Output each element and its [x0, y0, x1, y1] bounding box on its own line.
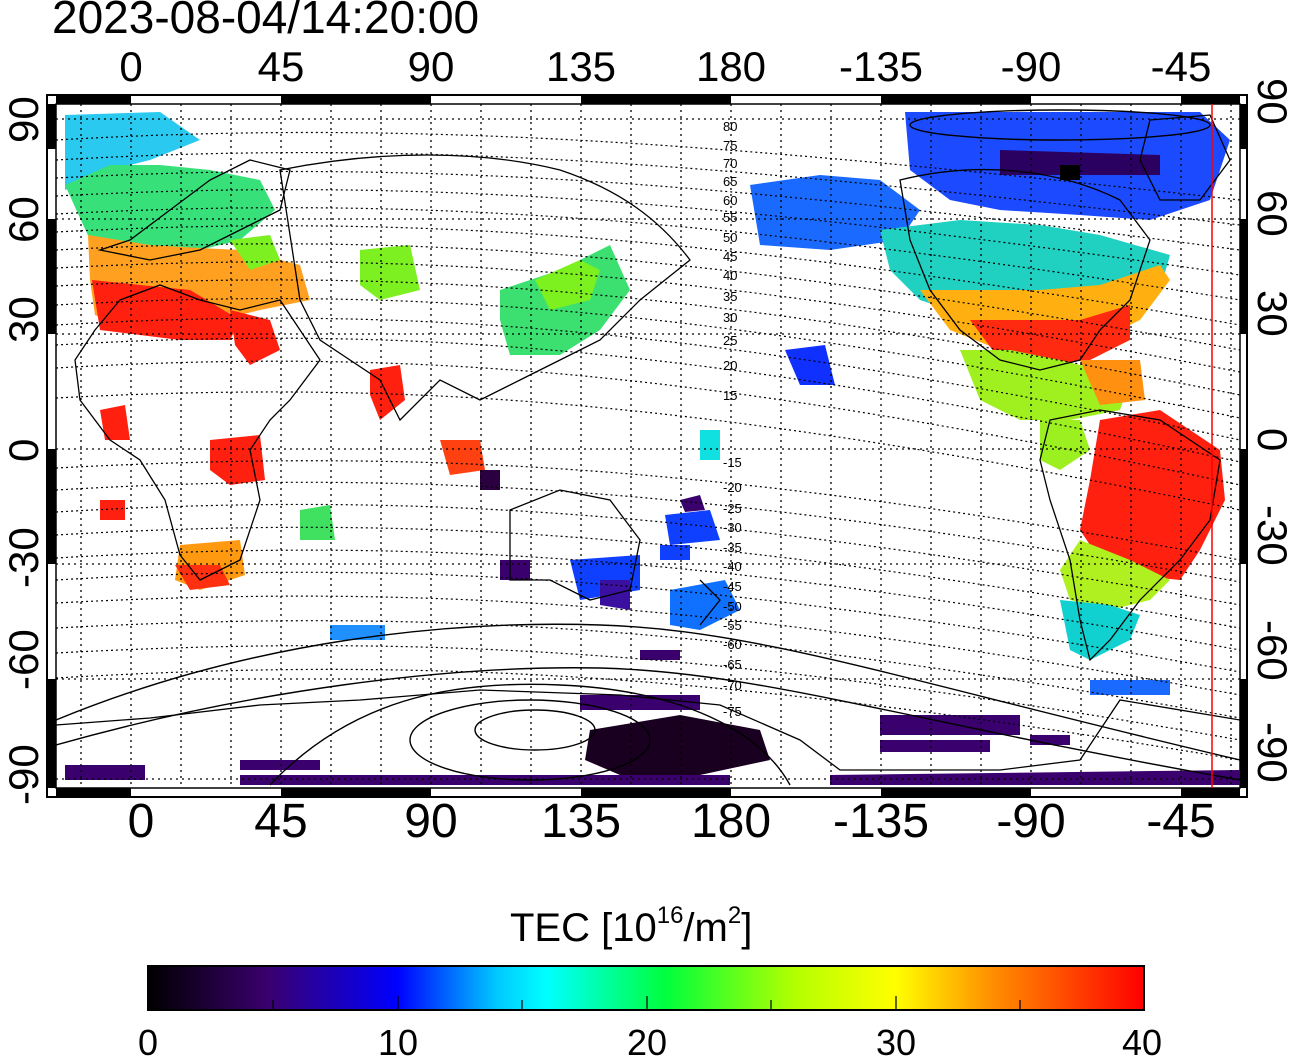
mlat-label: -50 [723, 599, 742, 614]
bottom-lon-label: -135 [832, 795, 930, 848]
mlat-label: -35 [723, 540, 742, 555]
mlat-label: 30 [723, 310, 737, 325]
mlat-label: 25 [723, 333, 737, 348]
top-lon-label: 180 [695, 43, 767, 90]
map-timestamp-title: 2023-08-04/14:20:00 [52, 0, 480, 43]
mlat-label: -25 [723, 501, 742, 516]
top-lon-label: -135 [838, 43, 924, 90]
map-inner-frame [55, 103, 1241, 789]
colorbar-title-unit-exponent: 2 [727, 902, 742, 929]
left-lat-label: 60 [0, 196, 47, 243]
right-lat-label: 90 [1249, 78, 1294, 125]
bottom-lon-label: 45 [254, 795, 308, 848]
mlat-label: -45 [723, 579, 742, 594]
colorbar-ticks [272, 996, 1021, 1010]
colorbar-title: TEC [1016/m2] [510, 902, 753, 951]
right-lat-label: 0 [1249, 428, 1294, 452]
mlat-label: 65 [723, 174, 737, 189]
colorbar-title-main: TEC [10 [510, 906, 657, 950]
left-lat-label: 90 [0, 96, 47, 143]
mlat-label: -30 [723, 520, 742, 535]
colorbar-title-close: ] [741, 906, 753, 950]
mlat-label: -15 [723, 455, 742, 470]
mlat-label: 50 [723, 230, 737, 245]
top-lon-label: 135 [545, 43, 617, 90]
coastlines [56, 114, 1240, 771]
top-lon-label: -45 [1150, 43, 1212, 90]
bottom-lon-label: 180 [690, 795, 772, 848]
left-lat-label: 30 [0, 296, 47, 343]
right-lat-label: -90 [1249, 722, 1294, 783]
bottom-lon-label: -90 [996, 795, 1066, 848]
colorbar-label: 40 [1121, 1022, 1163, 1063]
top-lon-label: -90 [1000, 43, 1062, 90]
mlat-label: -20 [723, 480, 742, 495]
mlat-label: 45 [723, 249, 737, 264]
mlat-label: -60 [723, 637, 742, 652]
mlat-label: 80 [723, 119, 737, 134]
mlat-label: -65 [723, 657, 742, 672]
mlat-label: 15 [723, 388, 737, 403]
right-lat-label: 30 [1249, 290, 1294, 337]
mlat-label: -40 [723, 559, 742, 574]
polar-contours [56, 109, 1240, 786]
left-lat-label: -30 [0, 527, 47, 588]
left-lat-label: -60 [0, 629, 47, 690]
colorbar-label: 20 [626, 1022, 668, 1063]
mlat-label: 75 [723, 138, 737, 153]
magnetic-latitude-labels: 80 75 70 65 60 55 50 45 40 35 30 25 20 1… [723, 119, 742, 719]
mlat-label: 35 [723, 289, 737, 304]
bottom-lon-label: 0 [127, 795, 155, 848]
mlat-label: 60 [723, 193, 737, 208]
colorbar-title-unit: /m [683, 906, 728, 950]
bottom-lon-label: 90 [404, 795, 458, 848]
magnetic-latitude-curves [56, 131, 1240, 761]
bottom-lon-label: 135 [540, 795, 622, 848]
mlat-label: -70 [723, 678, 742, 693]
left-lat-label: 0 [0, 438, 47, 462]
map-grid [56, 104, 1240, 788]
right-lat-label: 60 [1249, 190, 1294, 237]
mlat-label: 70 [723, 156, 737, 171]
axis-bars [48, 96, 1247, 796]
map-frame [46, 94, 1248, 798]
right-lat-label: -30 [1249, 505, 1294, 566]
colorbar-gradient [147, 965, 1145, 1011]
colorbar-label: 10 [377, 1022, 419, 1063]
right-lat-label: -60 [1249, 620, 1294, 681]
top-lon-label: 45 [257, 43, 305, 90]
tec-data-patches [65, 112, 1240, 785]
colorbar-title-exponent: 16 [656, 902, 684, 929]
mlat-label: -55 [723, 618, 742, 633]
colorbar-label: 30 [875, 1022, 917, 1063]
top-lon-label: 0 [119, 43, 143, 90]
mlat-label: 55 [723, 210, 737, 225]
mlat-label: 40 [723, 268, 737, 283]
colorbar-label: 0 [137, 1022, 159, 1063]
mlat-label: -75 [723, 704, 742, 719]
left-lat-label: -90 [0, 744, 47, 805]
top-lon-label: 90 [407, 43, 455, 90]
bottom-lon-label: -45 [1146, 795, 1216, 848]
mlat-label: 20 [723, 358, 737, 373]
